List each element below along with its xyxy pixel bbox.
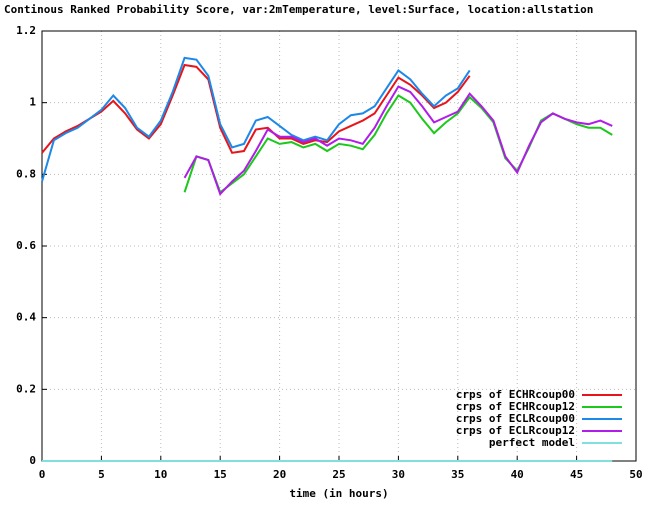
y-tick-label: 0.2 (16, 382, 36, 395)
series-line (183, 85, 613, 196)
x-tick-label: 25 (332, 468, 345, 481)
chart-title: Continous Ranked Probability Score, var:… (4, 3, 593, 16)
series-line (183, 94, 613, 194)
x-tick-label: 35 (451, 468, 464, 481)
x-tick-label: 40 (511, 468, 524, 481)
series-line (41, 63, 471, 154)
y-tick-label: 0.8 (16, 167, 36, 180)
y-tick-label: 0.6 (16, 239, 36, 252)
x-tick-label: 20 (273, 468, 286, 481)
y-tick-label: 0.4 (16, 311, 36, 324)
x-tick-label: 30 (392, 468, 405, 481)
legend-label: crps of ECLRcoup12 (456, 424, 575, 437)
y-tick-label: 1 (29, 96, 36, 109)
legend-label: crps of ECHRcoup12 (456, 400, 575, 413)
y-tick-label: 0 (29, 454, 36, 467)
x-tick-label: 50 (629, 468, 642, 481)
series-line (41, 56, 471, 182)
x-tick-label: 45 (570, 468, 583, 481)
legend-label: crps of ECHRcoup00 (456, 388, 575, 401)
x-tick-label: 15 (214, 468, 227, 481)
x-tick-label: 10 (154, 468, 167, 481)
y-tick-label: 1.2 (16, 24, 36, 37)
legend-label: perfect model (489, 436, 575, 449)
x-tick-label: 5 (98, 468, 105, 481)
x-tick-label: 0 (39, 468, 46, 481)
legend-label: crps of ECLRcoup00 (456, 412, 575, 425)
x-axis-label: time (in hours) (289, 487, 388, 500)
